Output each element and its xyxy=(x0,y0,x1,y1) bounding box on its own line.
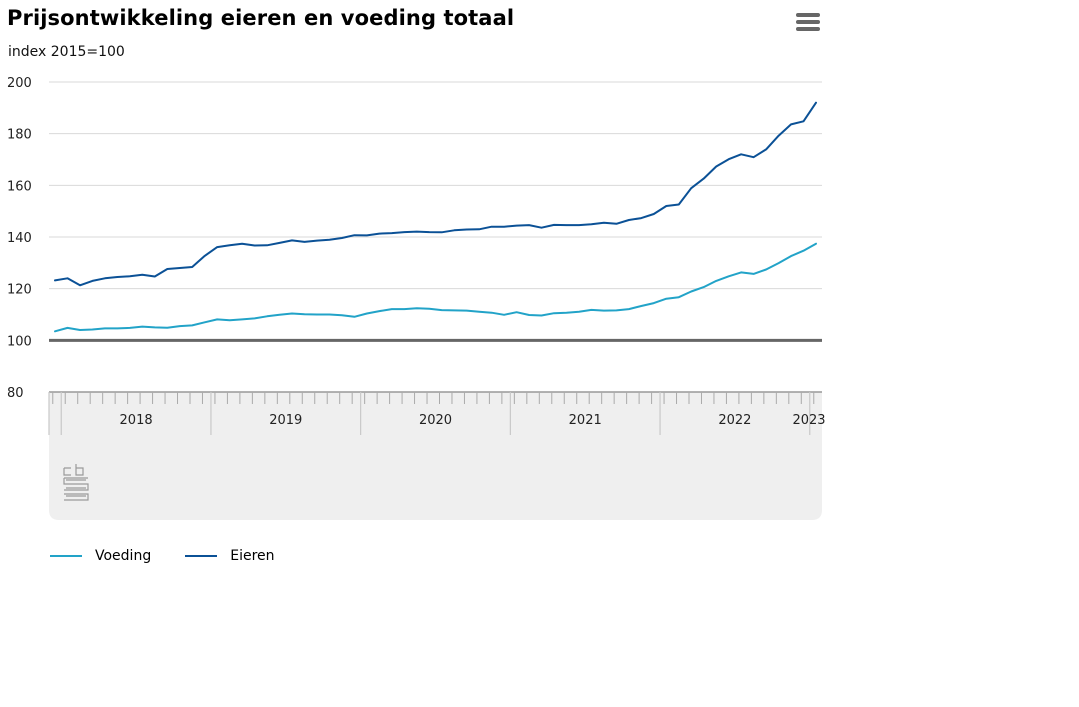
legend: Voeding Eieren xyxy=(50,548,275,564)
y-axis-labels: 80 100 120 140 160 180 200 xyxy=(7,76,32,401)
y-tick-label: 100 xyxy=(7,334,32,349)
y-tick-label: 140 xyxy=(7,231,32,246)
series-lines xyxy=(54,101,817,333)
x-tick-label: 2020 xyxy=(419,413,452,428)
x-tick-label: 2023 xyxy=(792,413,825,428)
hamburger-menu-icon[interactable] xyxy=(796,13,820,35)
menu-bar xyxy=(796,13,820,17)
x-tick-label: 2019 xyxy=(269,413,302,428)
menu-bar xyxy=(796,20,820,24)
chart-subtitle: index 2015=100 xyxy=(8,44,125,60)
legend-swatch-voeding xyxy=(50,555,82,557)
y-tick-label: 160 xyxy=(7,179,32,194)
navigator-background xyxy=(49,392,822,520)
time-navigator: 2018 2019 2020 2021 2022 2023 xyxy=(48,391,826,520)
grid-lines xyxy=(49,81,822,393)
logo-stroke xyxy=(63,464,84,476)
y-tick-label: 180 xyxy=(7,128,32,143)
x-tick-label: 2022 xyxy=(718,413,751,428)
menu-bar xyxy=(796,27,820,31)
series-line-eieren[interactable] xyxy=(54,101,817,287)
series-line-voeding[interactable] xyxy=(54,242,817,333)
y-tick-label: 120 xyxy=(7,283,32,298)
legend-item-voeding[interactable]: Voeding xyxy=(50,548,151,564)
x-tick-label: 2021 xyxy=(569,413,602,428)
y-tick-label: 80 xyxy=(7,386,24,401)
y-tick-label: 200 xyxy=(7,76,32,91)
line-chart: 80 100 120 140 160 180 200 2018 2019 2020 2021 202… xyxy=(7,76,826,520)
chart-title: Prijsontwikkeling eieren en voeding tota… xyxy=(7,6,515,30)
legend-item-eieren[interactable]: Eieren xyxy=(185,548,275,564)
legend-label-eieren: Eieren xyxy=(230,548,275,564)
x-tick-label: 2018 xyxy=(120,413,153,428)
cbs-logo-icon xyxy=(63,464,89,501)
legend-label-voeding: Voeding xyxy=(95,548,152,564)
legend-swatch-eieren xyxy=(185,555,218,557)
logo-stroke xyxy=(63,477,89,501)
